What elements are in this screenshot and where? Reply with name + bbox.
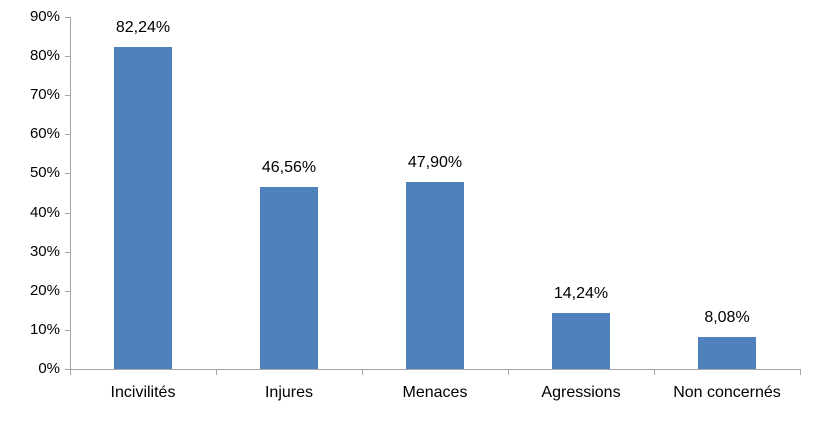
x-axis-tick: [800, 369, 801, 375]
x-axis-category-label: Menaces: [402, 384, 468, 401]
bar-value-label: 8,08%: [704, 309, 750, 327]
bar-4: [698, 337, 756, 369]
x-axis-category-label: Incivilités: [110, 384, 176, 401]
bar-1: [260, 186, 318, 369]
y-axis-tick: [65, 173, 70, 175]
y-axis-tick-label: 30%: [29, 242, 60, 260]
y-axis-tick-label: 90%: [29, 8, 60, 25]
y-axis-tick-label: 0%: [38, 360, 60, 377]
x-axis-category-label: Agressions: [541, 384, 621, 401]
x-axis-tick: [216, 369, 217, 375]
y-axis-line: [70, 17, 71, 369]
bar-value-label: 46,56%: [261, 158, 317, 176]
y-axis-tick: [65, 369, 70, 370]
bar-value-label: 82,24%: [115, 19, 171, 37]
y-axis-tick-label: 50%: [29, 164, 60, 182]
y-axis-tick: [65, 329, 70, 331]
y-axis-tick-label: 80%: [29, 47, 60, 65]
bar-value-label: 47,90%: [407, 153, 463, 171]
bar-3: [552, 313, 610, 369]
bar-2: [406, 181, 464, 369]
y-axis-tick-label: 20%: [29, 281, 60, 299]
bar-0: [114, 47, 172, 369]
x-axis-category-label: Injures: [264, 384, 314, 401]
x-axis-tick: [362, 369, 363, 375]
x-axis-tick: [70, 369, 71, 375]
y-axis-tick: [65, 251, 70, 253]
bar-value-label: 14,24%: [553, 285, 609, 303]
y-axis-tick: [65, 17, 70, 18]
x-axis-tick: [654, 369, 655, 375]
y-axis-tick-label: 70%: [29, 86, 60, 104]
x-axis-category-label: Non concernés: [673, 384, 781, 401]
y-axis-tick: [65, 134, 70, 136]
x-axis-line: [70, 369, 801, 370]
y-axis-tick-label: 40%: [29, 203, 60, 221]
x-axis-tick: [508, 369, 509, 375]
y-axis-tick-label: 60%: [29, 125, 60, 143]
y-axis-tick: [65, 95, 70, 97]
y-axis-tick: [65, 290, 70, 292]
y-axis-tick: [65, 212, 70, 214]
y-axis-tick-label: 10%: [29, 320, 60, 338]
y-axis-tick: [65, 56, 70, 58]
